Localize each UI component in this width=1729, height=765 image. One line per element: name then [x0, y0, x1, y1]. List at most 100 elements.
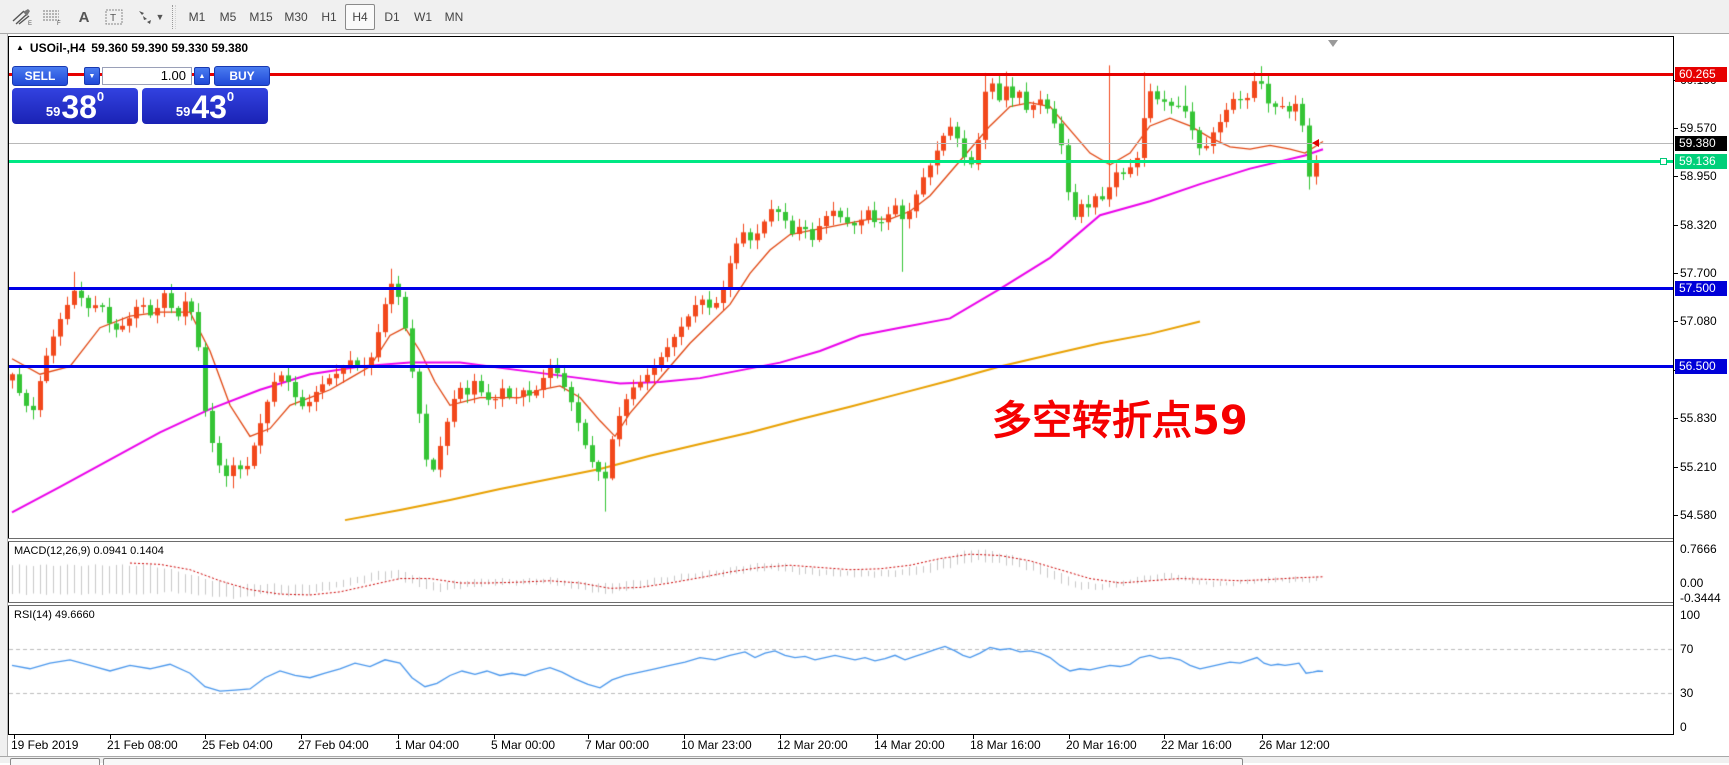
volume-input[interactable]: 1.00 — [102, 67, 192, 85]
rsi-indicator-canvas[interactable] — [9, 606, 1673, 734]
time-tick-mark — [14, 735, 15, 739]
volume-decrease-button[interactable]: ▼ — [84, 67, 100, 85]
price-tick-mark — [1674, 467, 1678, 468]
chart-shift-marker-icon[interactable] — [1328, 40, 1338, 47]
window-left-edge — [0, 34, 8, 763]
rsi-label: RSI(14) 49.6660 — [14, 609, 95, 621]
time-tick-mark — [1069, 735, 1070, 739]
price-tick-mark — [1674, 321, 1678, 322]
support-line-handle[interactable] — [1660, 157, 1667, 165]
time-axis[interactable]: 19 Feb 2019 21 Feb 08:00 25 Feb 04:00 27 Fe… — [8, 735, 1673, 755]
time-tick-mark — [973, 735, 974, 739]
toolbar-separator — [172, 5, 176, 29]
fibonacci-icon[interactable]: F — [38, 4, 66, 30]
equidistant-channel-icon[interactable]: E — [8, 4, 36, 30]
price-axis[interactable]: 60.19059.57058.95058.32057.70057.08056.4… — [1674, 36, 1729, 755]
price-tick-mark — [1674, 273, 1678, 274]
buy-price-display[interactable]: 59 43 0 — [142, 88, 268, 124]
chevron-down-icon: ▼ — [88, 72, 96, 80]
tab-w1[interactable]: W1 — [414, 10, 432, 24]
sell-price-point: 0 — [96, 89, 105, 104]
sell-price-pips: 38 — [61, 89, 97, 125]
time-tick-mark — [205, 735, 206, 739]
support-line[interactable] — [9, 160, 1673, 164]
time-tick-mark — [684, 735, 685, 739]
buy-price-stem: 59 — [175, 104, 191, 119]
time-tick-mark — [110, 735, 111, 739]
chart-tab[interactable] — [103, 758, 1243, 765]
time-tick-label: 10 Mar 23:00 — [681, 738, 752, 752]
symbol-name: USOil-,H4 — [29, 41, 86, 55]
svg-text:F: F — [57, 21, 61, 26]
price-tick-mark — [1674, 418, 1678, 419]
last-price-arrow-icon — [1312, 139, 1319, 147]
price-label-56_500: 56.500 — [1675, 359, 1727, 374]
buy-button[interactable]: BUY — [214, 66, 270, 86]
tab-m15[interactable]: M15 — [249, 10, 273, 24]
tab-m30[interactable]: M30 — [284, 10, 308, 24]
time-tick-label: 21 Feb 08:00 — [107, 738, 178, 752]
price-tick-mark — [1674, 225, 1678, 226]
price-label-59_136: 59.136 — [1675, 154, 1727, 169]
time-tick-mark — [301, 735, 302, 739]
price-tick-label: 57.080 — [1680, 314, 1717, 328]
price-tick-mark — [1674, 176, 1678, 177]
buy-price-point: 0 — [226, 89, 235, 104]
chart-tab[interactable] — [10, 758, 100, 765]
time-tick-label: 20 Mar 16:00 — [1066, 738, 1137, 752]
resistance-line[interactable] — [9, 72, 1673, 76]
price-label-59_380: 59.380 — [1675, 136, 1727, 151]
tab-mn[interactable]: MN — [444, 10, 464, 24]
time-tick-label: 12 Mar 20:00 — [777, 738, 848, 752]
time-tick-mark — [877, 735, 878, 739]
arrow-objects-icon[interactable]: ▼ — [132, 4, 168, 30]
volume-increase-button[interactable]: ▲ — [194, 67, 210, 85]
macd-tick-label: 0.7666 — [1680, 542, 1717, 556]
macd-tick-label: 0.00 — [1680, 576, 1704, 590]
price-tick-label: 58.950 — [1680, 169, 1717, 183]
rsi-tick-label: 30 — [1680, 686, 1694, 700]
time-tick-label: 14 Mar 20:00 — [874, 738, 945, 752]
price-tick-label: 54.580 — [1680, 508, 1717, 522]
time-tick-mark — [1262, 735, 1263, 739]
sell-button[interactable]: SELL — [12, 66, 68, 86]
time-tick-mark — [398, 735, 399, 739]
time-tick-label: 19 Feb 2019 — [11, 738, 79, 752]
panel-separator-rsi[interactable] — [8, 602, 1729, 606]
chart-text-annotation[interactable]: 多空转折点59 — [992, 398, 1248, 444]
time-tick-label: 27 Feb 04:00 — [298, 738, 369, 752]
time-tick-mark — [780, 735, 781, 739]
price-tick-label: 55.210 — [1680, 460, 1717, 474]
price-tick-label: 59.570 — [1680, 121, 1717, 135]
price-tick-mark — [1674, 515, 1678, 516]
tab-d1[interactable]: D1 — [384, 10, 400, 24]
time-tick-mark — [1164, 735, 1165, 739]
price-tick-label: 57.700 — [1680, 266, 1717, 280]
panel-separator-macd[interactable] — [8, 538, 1729, 542]
toolbar: E F A T ▼ M1 M5 M15 M30 H1 H4 D1 W1 MN — [0, 0, 1729, 34]
collapse-arrow-icon[interactable]: ▲ — [16, 42, 24, 52]
sell-price-display[interactable]: 59 38 0 — [12, 88, 138, 124]
macd-tick-label: -0.3444 — [1680, 591, 1721, 605]
tab-h1[interactable]: H1 — [321, 10, 337, 24]
level-line-56500[interactable] — [9, 364, 1673, 368]
current-price-line[interactable] — [9, 142, 1673, 144]
price-label-57_500: 57.500 — [1675, 281, 1727, 296]
text-label-icon[interactable]: T — [100, 4, 128, 30]
tab-h4[interactable]: H4 — [345, 4, 375, 30]
chart-title: ▲ USOil-,H4 59.360 59.390 59.330 59.380 — [16, 41, 248, 55]
sell-price-stem: 59 — [45, 104, 61, 119]
macd-indicator-canvas[interactable] — [9, 542, 1673, 602]
rsi-tick-label: 100 — [1680, 608, 1701, 622]
chart-tab-bar — [0, 756, 1729, 765]
time-tick-mark — [588, 735, 589, 739]
tab-m1[interactable]: M1 — [188, 10, 206, 24]
svg-text:E: E — [28, 21, 32, 26]
time-tick-label: 26 Mar 12:00 — [1259, 738, 1330, 752]
chevron-down-icon[interactable]: ▼ — [155, 12, 165, 22]
level-line-57500[interactable] — [9, 287, 1673, 291]
price-tick-label: 58.320 — [1680, 218, 1717, 232]
tab-m5[interactable]: M5 — [219, 10, 237, 24]
text-tool-icon[interactable]: A — [78, 8, 90, 26]
macd-label: MACD(12,26,9) 0.0941 0.1404 — [14, 545, 164, 557]
